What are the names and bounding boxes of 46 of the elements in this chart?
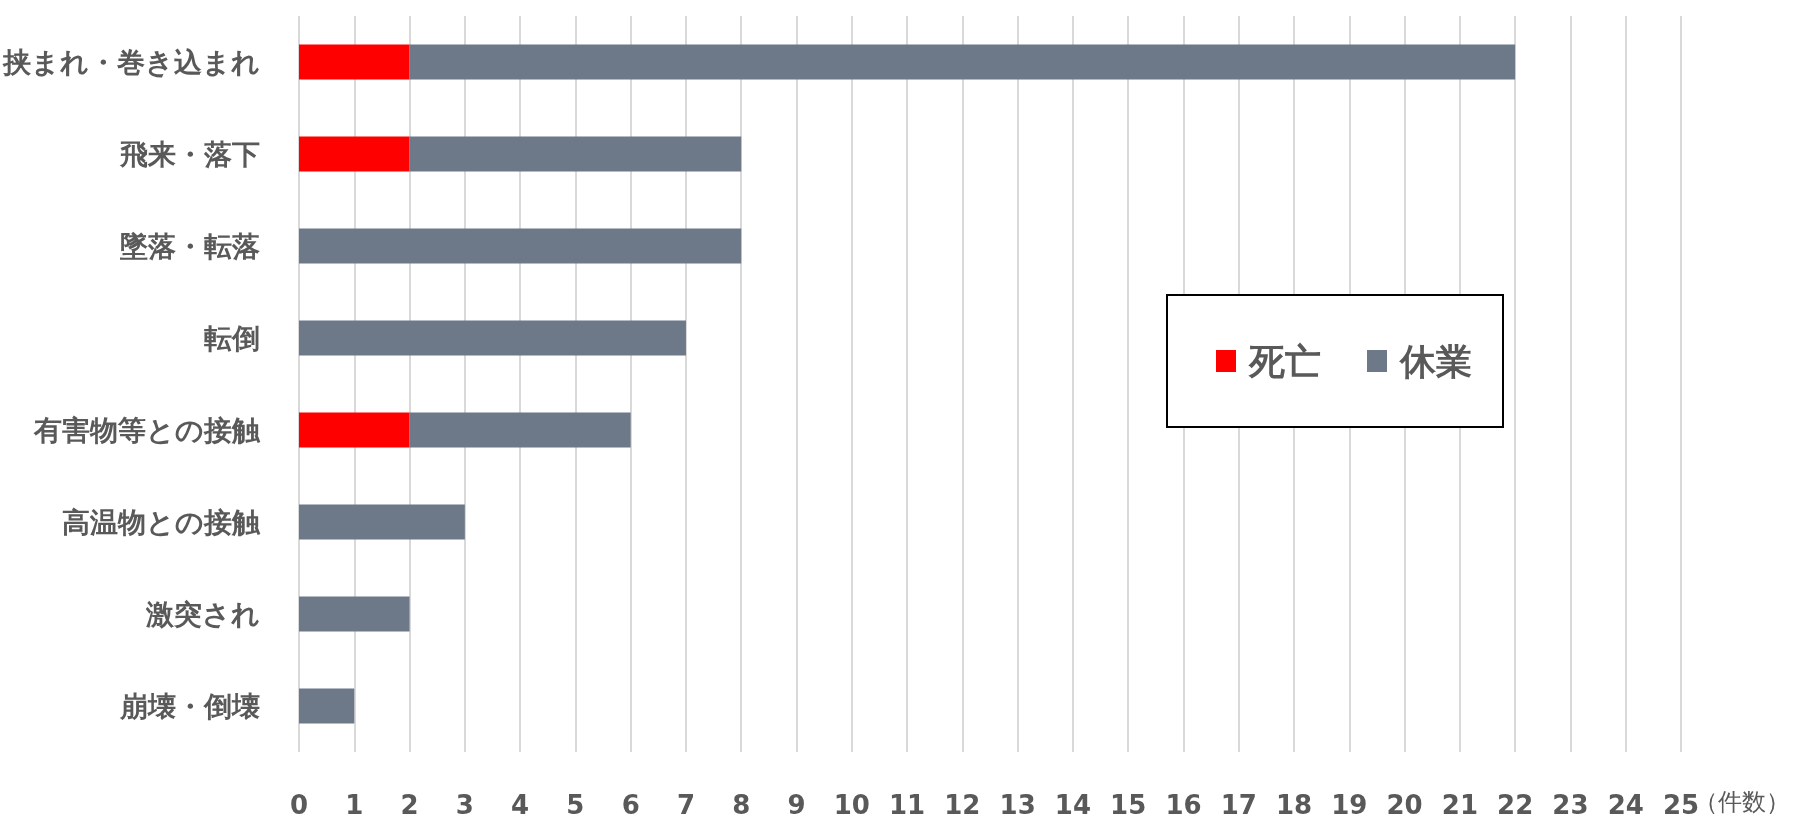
x-tick-label: 14 — [1054, 790, 1092, 820]
x-tick-label: 11 — [888, 790, 926, 820]
x-tick-label: 17 — [1220, 790, 1257, 820]
x-tick-label: 9 — [787, 790, 806, 820]
bar — [299, 596, 410, 632]
y-tick-label: 崩壊・倒壊 — [119, 689, 260, 723]
y-tick-label: 激突され — [145, 597, 260, 631]
legend-label: 休業 — [1398, 340, 1472, 382]
x-tick-label: 5 — [566, 790, 585, 820]
legend-label: 死亡 — [1248, 340, 1321, 382]
bar — [299, 136, 410, 172]
y-tick-label: 高温物との接触 — [62, 505, 261, 539]
bar — [299, 412, 410, 448]
x-tick-label: 20 — [1386, 790, 1423, 820]
x-tick-label: 22 — [1497, 790, 1534, 820]
x-tick-label: 4 — [511, 790, 530, 820]
x-tick-label: 6 — [621, 790, 640, 820]
x-tick-label: 3 — [455, 790, 474, 820]
bar — [299, 688, 355, 724]
x-tick-label: 23 — [1552, 790, 1589, 820]
bar — [299, 320, 686, 356]
x-tick-label: 7 — [676, 790, 696, 820]
y-tick-label: 有害物等との接触 — [33, 413, 261, 447]
bar — [299, 504, 465, 540]
y-tick-label: 墜落・転落 — [119, 229, 260, 263]
x-tick-label: 18 — [1275, 790, 1313, 820]
x-tick-label: 8 — [732, 790, 751, 820]
x-tick-label: 16 — [1165, 790, 1202, 820]
x-tick-label: 1 — [345, 790, 364, 820]
bar — [299, 228, 742, 264]
y-tick-label: 挟まれ・巻き込まれ — [2, 45, 260, 79]
x-tick-label: 10 — [833, 790, 870, 820]
bar — [409, 412, 631, 448]
x-tick-label: 2 — [400, 790, 419, 820]
bar — [409, 44, 1516, 80]
x-tick-label: 21 — [1441, 790, 1478, 820]
x-tick-label: 24 — [1607, 790, 1644, 820]
y-tick-label: 転倒 — [204, 321, 260, 355]
x-tick-label: 13 — [999, 790, 1036, 820]
x-tick-label: 19 — [1331, 790, 1368, 820]
y-tick-label: 飛来・落下 — [119, 137, 260, 171]
bar — [409, 136, 742, 172]
bar — [299, 44, 410, 80]
x-tick-label: 0 — [289, 790, 309, 820]
x-tick-label: 12 — [944, 790, 981, 820]
x-tick-label: 15 — [1110, 790, 1147, 820]
